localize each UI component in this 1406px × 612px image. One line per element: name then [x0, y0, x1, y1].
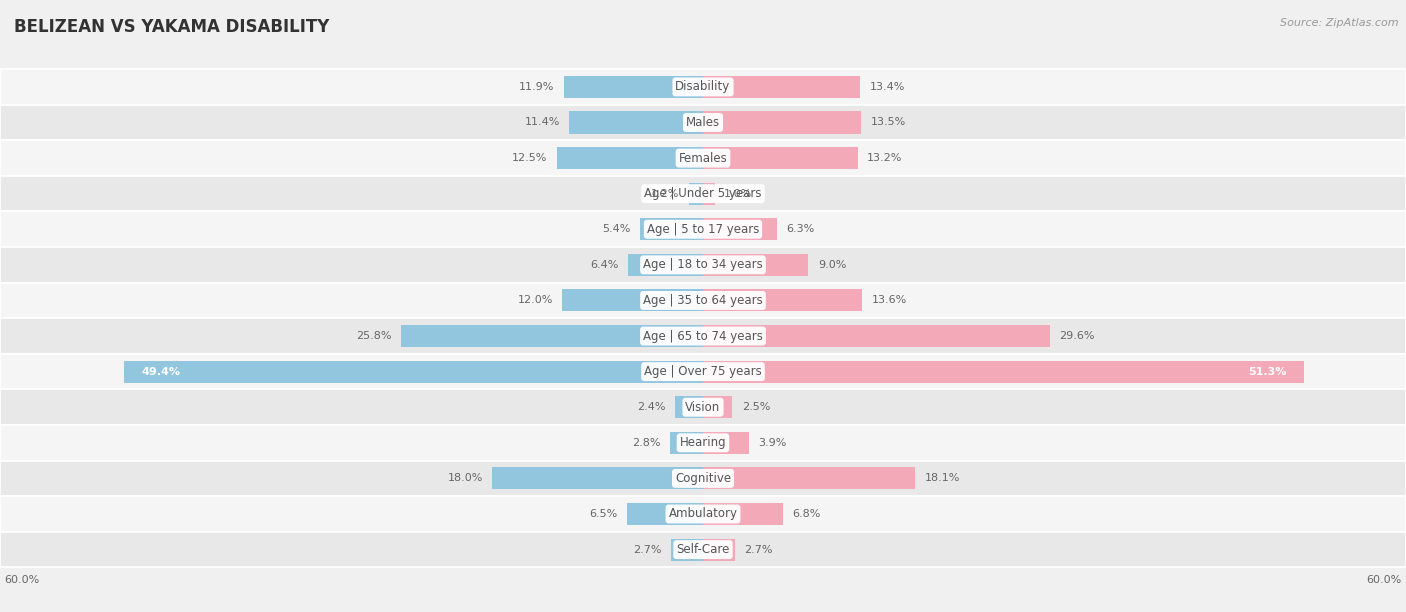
Text: 51.3%: 51.3%	[1249, 367, 1286, 376]
Bar	[0, 461, 1406, 496]
Bar	[0, 140, 1406, 176]
Bar	[703, 289, 862, 312]
Text: 60.0%: 60.0%	[1367, 575, 1402, 585]
Text: 2.7%: 2.7%	[634, 545, 662, 554]
Text: 18.1%: 18.1%	[925, 474, 960, 483]
Text: 2.5%: 2.5%	[742, 402, 770, 412]
Bar	[569, 111, 703, 133]
Text: 13.2%: 13.2%	[868, 153, 903, 163]
Bar	[0, 105, 1406, 140]
Text: Males: Males	[686, 116, 720, 129]
Legend: Belizean, Yakama: Belizean, Yakama	[617, 610, 789, 612]
Text: 60.0%: 60.0%	[4, 575, 39, 585]
Bar	[0, 425, 1406, 461]
Text: Females: Females	[679, 152, 727, 165]
Bar	[671, 432, 703, 454]
Text: BELIZEAN VS YAKAMA DISABILITY: BELIZEAN VS YAKAMA DISABILITY	[14, 18, 329, 36]
Text: 1.2%: 1.2%	[651, 188, 679, 199]
Bar	[675, 396, 703, 418]
Text: Age | 18 to 34 years: Age | 18 to 34 years	[643, 258, 763, 271]
Text: Age | 65 to 74 years: Age | 65 to 74 years	[643, 329, 763, 343]
Bar	[703, 76, 860, 98]
Text: Source: ZipAtlas.com: Source: ZipAtlas.com	[1281, 18, 1399, 28]
Text: 5.4%: 5.4%	[602, 224, 630, 234]
Text: 12.0%: 12.0%	[517, 296, 553, 305]
Text: 13.5%: 13.5%	[870, 118, 905, 127]
Bar	[640, 218, 703, 241]
Text: 6.5%: 6.5%	[589, 509, 617, 519]
Text: 25.8%: 25.8%	[356, 331, 391, 341]
Bar	[562, 289, 703, 312]
Text: 3.9%: 3.9%	[758, 438, 786, 448]
Bar	[703, 432, 749, 454]
Bar	[703, 254, 808, 276]
Text: 9.0%: 9.0%	[818, 260, 846, 270]
Bar	[0, 247, 1406, 283]
Text: 18.0%: 18.0%	[447, 474, 482, 483]
Bar	[627, 503, 703, 525]
Bar	[401, 325, 703, 347]
Text: 13.6%: 13.6%	[872, 296, 907, 305]
Bar	[557, 147, 703, 169]
Text: Vision: Vision	[685, 401, 721, 414]
Bar	[689, 182, 703, 204]
Text: 49.4%: 49.4%	[142, 367, 181, 376]
Text: 1.0%: 1.0%	[724, 188, 752, 199]
Text: Ambulatory: Ambulatory	[668, 507, 738, 520]
Bar	[564, 76, 703, 98]
Text: 2.7%: 2.7%	[744, 545, 772, 554]
Text: 11.9%: 11.9%	[519, 82, 554, 92]
Text: 11.4%: 11.4%	[524, 118, 560, 127]
Text: 12.5%: 12.5%	[512, 153, 547, 163]
Text: Disability: Disability	[675, 80, 731, 94]
Text: Self-Care: Self-Care	[676, 543, 730, 556]
Bar	[628, 254, 703, 276]
Text: Cognitive: Cognitive	[675, 472, 731, 485]
Text: 2.4%: 2.4%	[637, 402, 665, 412]
Text: 6.3%: 6.3%	[786, 224, 814, 234]
Bar	[703, 539, 734, 561]
Bar	[703, 111, 860, 133]
Bar	[124, 360, 703, 382]
Bar	[703, 325, 1050, 347]
Bar	[703, 147, 858, 169]
Bar	[703, 503, 783, 525]
Bar	[0, 496, 1406, 532]
Bar	[703, 396, 733, 418]
Bar	[672, 539, 703, 561]
Text: 6.4%: 6.4%	[591, 260, 619, 270]
Bar	[0, 212, 1406, 247]
Text: Age | Under 5 years: Age | Under 5 years	[644, 187, 762, 200]
Bar	[703, 468, 915, 490]
Bar	[0, 283, 1406, 318]
Bar	[0, 176, 1406, 212]
Bar	[703, 218, 778, 241]
Bar	[0, 532, 1406, 567]
Text: 13.4%: 13.4%	[869, 82, 904, 92]
Bar	[703, 182, 714, 204]
Text: Hearing: Hearing	[679, 436, 727, 449]
Bar	[0, 69, 1406, 105]
Text: Age | Over 75 years: Age | Over 75 years	[644, 365, 762, 378]
Bar	[0, 354, 1406, 389]
Text: 2.8%: 2.8%	[633, 438, 661, 448]
Text: Age | 5 to 17 years: Age | 5 to 17 years	[647, 223, 759, 236]
Bar	[0, 318, 1406, 354]
Text: 29.6%: 29.6%	[1059, 331, 1095, 341]
Text: Age | 35 to 64 years: Age | 35 to 64 years	[643, 294, 763, 307]
Bar	[703, 360, 1305, 382]
Text: 6.8%: 6.8%	[792, 509, 821, 519]
Bar	[0, 389, 1406, 425]
Bar	[492, 468, 703, 490]
